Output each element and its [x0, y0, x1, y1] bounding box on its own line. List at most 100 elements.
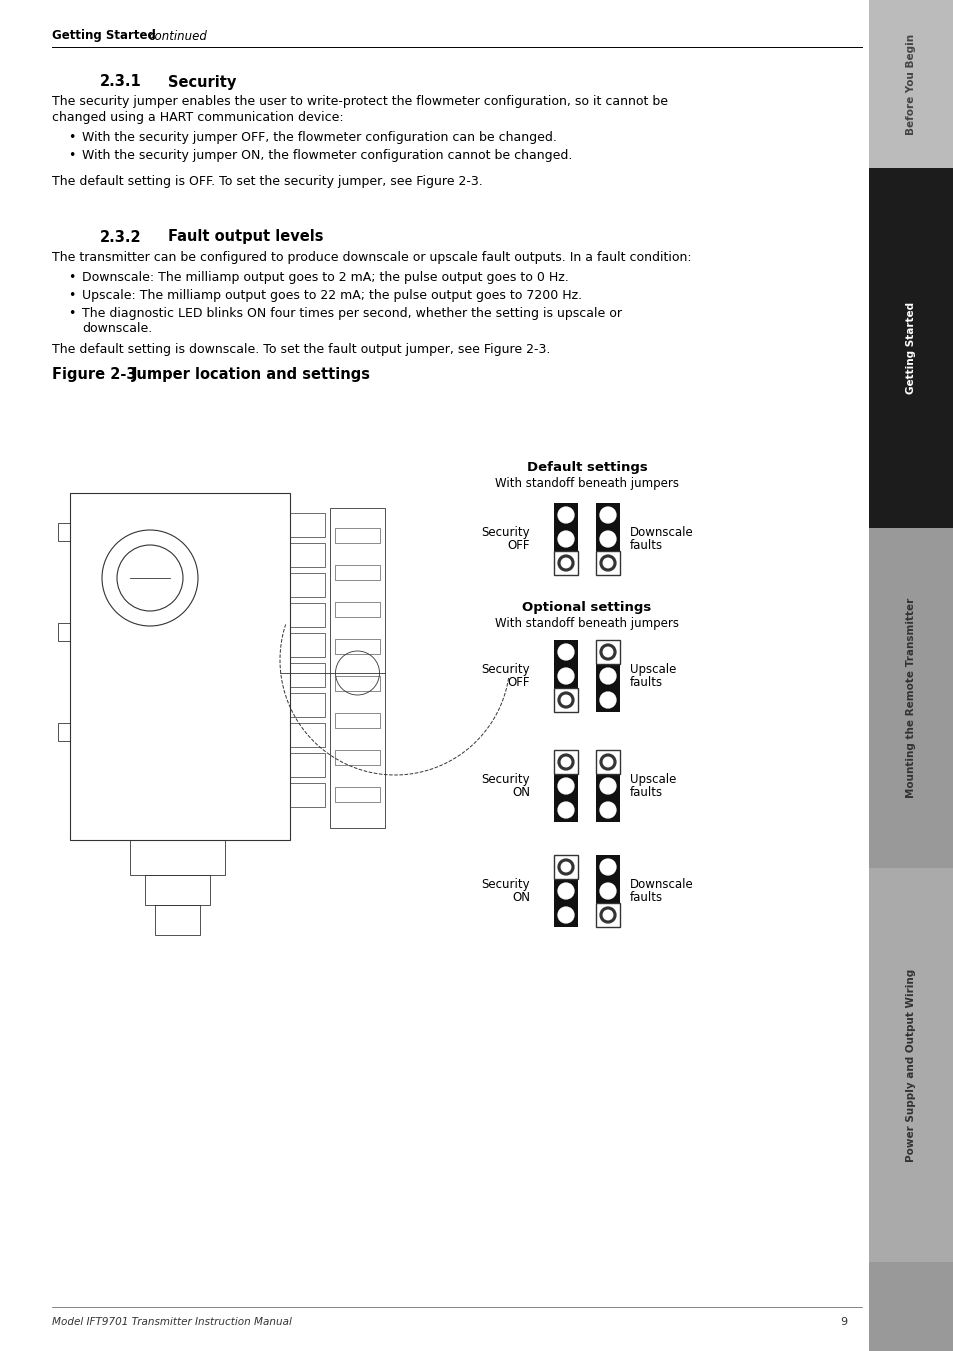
Text: Downscale: The milliamp output goes to 2 mA; the pulse output goes to 0 Hz.: Downscale: The milliamp output goes to 2… — [82, 270, 568, 284]
Text: Model IFT9701 Transmitter Instruction Manual: Model IFT9701 Transmitter Instruction Ma… — [52, 1317, 292, 1327]
Bar — [335, 713, 379, 728]
Bar — [596, 902, 619, 927]
Bar — [335, 788, 379, 802]
Bar — [596, 688, 619, 712]
Bar — [596, 551, 619, 576]
Circle shape — [599, 859, 616, 875]
Text: ON: ON — [512, 892, 530, 904]
Bar — [130, 840, 225, 875]
Text: faults: faults — [629, 892, 662, 904]
Bar — [290, 634, 325, 657]
Text: •: • — [69, 131, 75, 143]
Text: Security: Security — [481, 663, 530, 676]
Circle shape — [560, 862, 570, 871]
Bar — [335, 639, 379, 654]
Bar — [58, 523, 70, 540]
Circle shape — [602, 647, 612, 657]
Bar — [554, 855, 578, 880]
Bar — [868, 0, 953, 168]
Circle shape — [558, 669, 574, 684]
Text: Getting Started: Getting Started — [905, 301, 916, 394]
Circle shape — [599, 778, 616, 794]
Text: Security: Security — [481, 526, 530, 539]
Text: With standoff beneath jumpers: With standoff beneath jumpers — [495, 477, 679, 490]
Circle shape — [560, 558, 570, 567]
Bar — [335, 603, 379, 617]
Bar — [868, 168, 953, 528]
Text: Jumper location and settings: Jumper location and settings — [132, 366, 371, 381]
Bar — [554, 750, 578, 774]
Text: Fault output levels: Fault output levels — [168, 230, 323, 245]
Bar — [290, 693, 325, 717]
Bar — [868, 528, 953, 867]
Bar — [596, 798, 619, 821]
Text: •: • — [69, 270, 75, 284]
Text: OFF: OFF — [507, 539, 530, 553]
Circle shape — [599, 907, 616, 923]
Circle shape — [560, 758, 570, 767]
Bar — [290, 784, 325, 807]
Text: •: • — [69, 289, 75, 301]
Circle shape — [558, 555, 574, 571]
Bar — [554, 663, 578, 688]
Circle shape — [599, 692, 616, 708]
Circle shape — [558, 644, 574, 659]
Bar — [554, 527, 578, 551]
Text: Downscale: Downscale — [629, 526, 693, 539]
Circle shape — [558, 507, 574, 523]
Circle shape — [602, 558, 612, 567]
Text: changed using a HART communication device:: changed using a HART communication devic… — [52, 111, 343, 123]
Text: continued: continued — [148, 30, 207, 42]
Bar — [70, 493, 290, 840]
Circle shape — [558, 531, 574, 547]
Circle shape — [558, 859, 574, 875]
Text: Upscale: Upscale — [629, 773, 676, 786]
Bar — [290, 663, 325, 688]
Bar — [554, 855, 578, 880]
Text: faults: faults — [629, 539, 662, 553]
Bar — [554, 688, 578, 712]
Bar — [145, 875, 210, 905]
Text: The security jumper enables the user to write-protect the flowmeter configuratio: The security jumper enables the user to … — [52, 96, 667, 108]
Text: The transmitter can be configured to produce downscale or upscale fault outputs.: The transmitter can be configured to pro… — [52, 250, 691, 263]
Text: Power Supply and Output Wiring: Power Supply and Output Wiring — [905, 969, 916, 1162]
Text: Getting Started: Getting Started — [52, 30, 155, 42]
Circle shape — [599, 531, 616, 547]
Bar — [554, 750, 578, 774]
Text: The diagnostic LED blinks ON four times per second, whether the setting is upsca: The diagnostic LED blinks ON four times … — [82, 307, 621, 319]
Bar — [596, 640, 619, 663]
Bar — [554, 551, 578, 576]
Bar — [290, 753, 325, 777]
Bar — [554, 503, 578, 527]
Bar — [290, 723, 325, 747]
Bar — [554, 551, 578, 576]
Circle shape — [599, 644, 616, 659]
Circle shape — [599, 555, 616, 571]
Circle shape — [599, 754, 616, 770]
Circle shape — [599, 884, 616, 898]
Circle shape — [558, 754, 574, 770]
Bar — [554, 880, 578, 902]
Bar — [290, 543, 325, 567]
Text: 2.3.1: 2.3.1 — [100, 74, 142, 89]
Text: faults: faults — [629, 676, 662, 689]
Bar — [596, 774, 619, 798]
Circle shape — [599, 507, 616, 523]
Bar — [290, 513, 325, 536]
Text: 2.3.2: 2.3.2 — [100, 230, 141, 245]
Bar — [596, 855, 619, 880]
Bar — [554, 640, 578, 663]
Bar — [596, 503, 619, 527]
Text: ON: ON — [512, 786, 530, 798]
Bar — [335, 528, 379, 543]
Bar — [596, 902, 619, 927]
Bar — [868, 1262, 953, 1351]
Text: The default setting is OFF. To set the security jumper, see Figure 2-3.: The default setting is OFF. To set the s… — [52, 176, 482, 189]
Bar — [290, 573, 325, 597]
Text: Figure 2-3: Figure 2-3 — [52, 366, 136, 381]
Text: With the security jumper OFF, the flowmeter configuration can be changed.: With the security jumper OFF, the flowme… — [82, 131, 557, 143]
Text: Upscale: Upscale — [629, 663, 676, 676]
Text: 9: 9 — [840, 1317, 846, 1327]
Text: Default settings: Default settings — [526, 462, 647, 474]
Circle shape — [558, 884, 574, 898]
